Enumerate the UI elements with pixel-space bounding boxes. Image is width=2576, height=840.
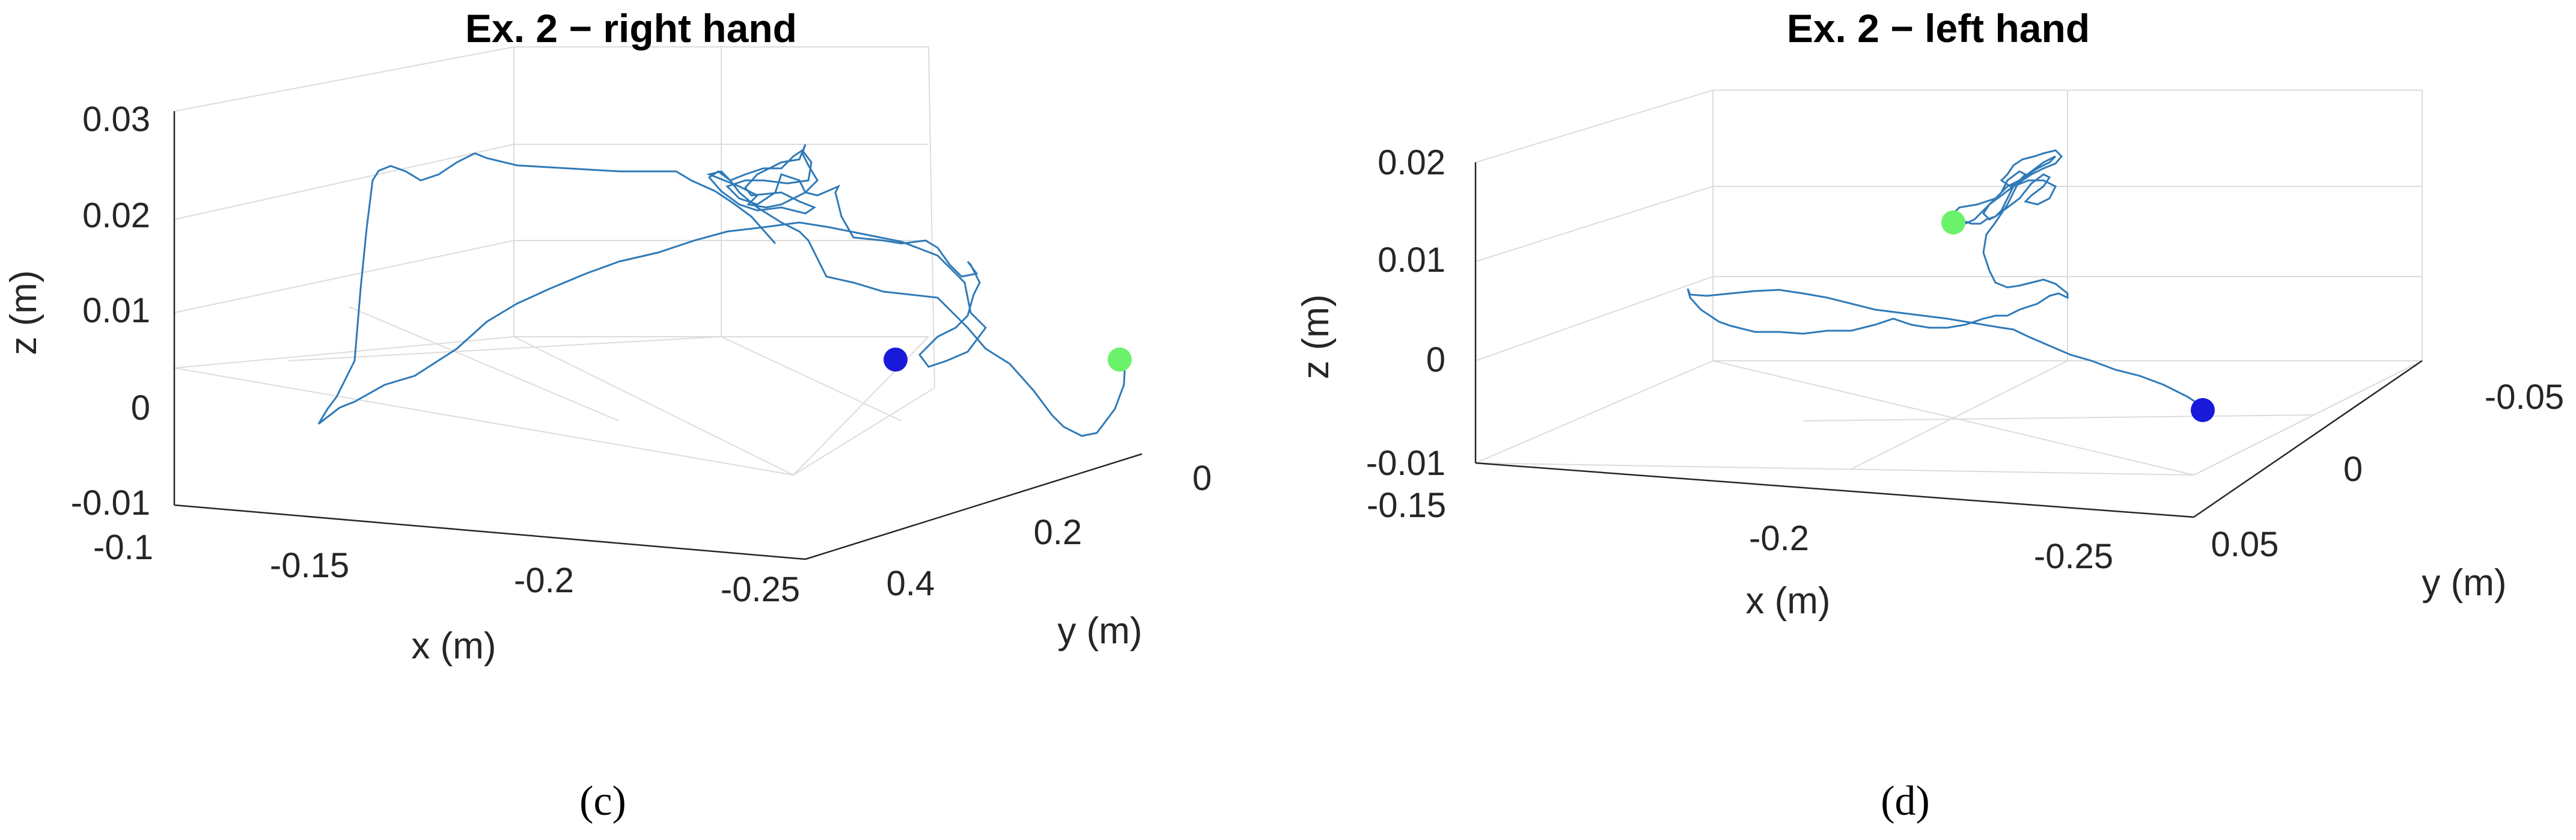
grid-lines xyxy=(1475,90,2423,476)
trajectory xyxy=(1686,149,2206,410)
y-axis-label: y (m) xyxy=(1057,610,1142,652)
x-tick-label: -0.1 xyxy=(93,528,153,567)
x-tick-label: -0.2 xyxy=(1749,519,1809,558)
z-tick-label: 0 xyxy=(131,388,150,428)
z-tick-label: 0.02 xyxy=(82,196,150,235)
trajectory xyxy=(317,144,1126,437)
x-axis-label: x (m) xyxy=(411,625,496,667)
chart-left-hand: Ex. 2 − left hand 0.02 0.01 0 -0.01 z (m… xyxy=(1295,6,2564,824)
trajectory-line xyxy=(318,144,1126,437)
axes xyxy=(173,111,1143,560)
z-ticks: 0.02 0.01 0 -0.01 xyxy=(1366,143,1445,483)
grid-lines xyxy=(174,46,936,476)
z-axis-label: z (m) xyxy=(3,270,44,355)
chart-right-hand: Ex. 2 − right hand 0.03 0.02 0.01 0 -0.0… xyxy=(3,6,1212,824)
x-ticks: -0.1 -0.15 -0.2 -0.25 xyxy=(93,528,800,609)
x-tick-label: -0.15 xyxy=(1367,486,1446,525)
trajectory-line xyxy=(1686,149,2206,410)
chart-title: Ex. 2 − left hand xyxy=(1787,6,2090,51)
x-axis-label: x (m) xyxy=(1745,580,1830,622)
z-tick-label: 0 xyxy=(1426,340,1445,379)
z-tick-label: 0.02 xyxy=(1378,143,1445,182)
y-tick-label: 0 xyxy=(1192,459,1212,498)
x-tick-label: -0.15 xyxy=(270,546,349,585)
x-tick-label: -0.25 xyxy=(2034,537,2113,576)
x-tick-label: -0.2 xyxy=(514,561,574,600)
y-axis-label: y (m) xyxy=(2422,562,2506,604)
markers xyxy=(1941,210,2215,422)
panel-label: (d) xyxy=(1881,778,1930,824)
start-marker xyxy=(1941,210,1965,235)
start-marker xyxy=(1108,348,1132,372)
y-tick-label: 0 xyxy=(2343,450,2363,489)
y-tick-label: -0.05 xyxy=(2485,378,2564,417)
x-ticks: -0.15 -0.2 -0.25 xyxy=(1367,486,2113,576)
panel-label: (c) xyxy=(579,778,626,824)
y-tick-label: 0.05 xyxy=(2211,525,2279,564)
end-marker xyxy=(2191,398,2215,422)
z-axis-label: z (m) xyxy=(1295,294,1337,379)
y-ticks: -0.05 0 0.05 xyxy=(2211,378,2565,564)
x-tick-label: -0.25 xyxy=(721,570,800,609)
trajectory-line xyxy=(317,152,777,425)
chart-title: Ex. 2 − right hand xyxy=(465,6,797,51)
z-tick-label: 0.01 xyxy=(82,291,150,330)
markers xyxy=(884,348,1132,372)
end-marker xyxy=(884,348,908,372)
z-tick-label: -0.01 xyxy=(1366,444,1445,483)
y-ticks: 0 0.2 0.4 xyxy=(887,459,1212,603)
axes xyxy=(1474,162,2423,518)
z-tick-label: 0.03 xyxy=(82,100,150,139)
y-tick-label: 0.2 xyxy=(1034,513,1082,552)
z-ticks: 0.03 0.02 0.01 0 -0.01 xyxy=(71,100,150,523)
z-tick-label: 0.01 xyxy=(1378,241,1445,280)
z-tick-label: -0.01 xyxy=(71,483,150,523)
y-tick-label: 0.4 xyxy=(887,564,935,603)
